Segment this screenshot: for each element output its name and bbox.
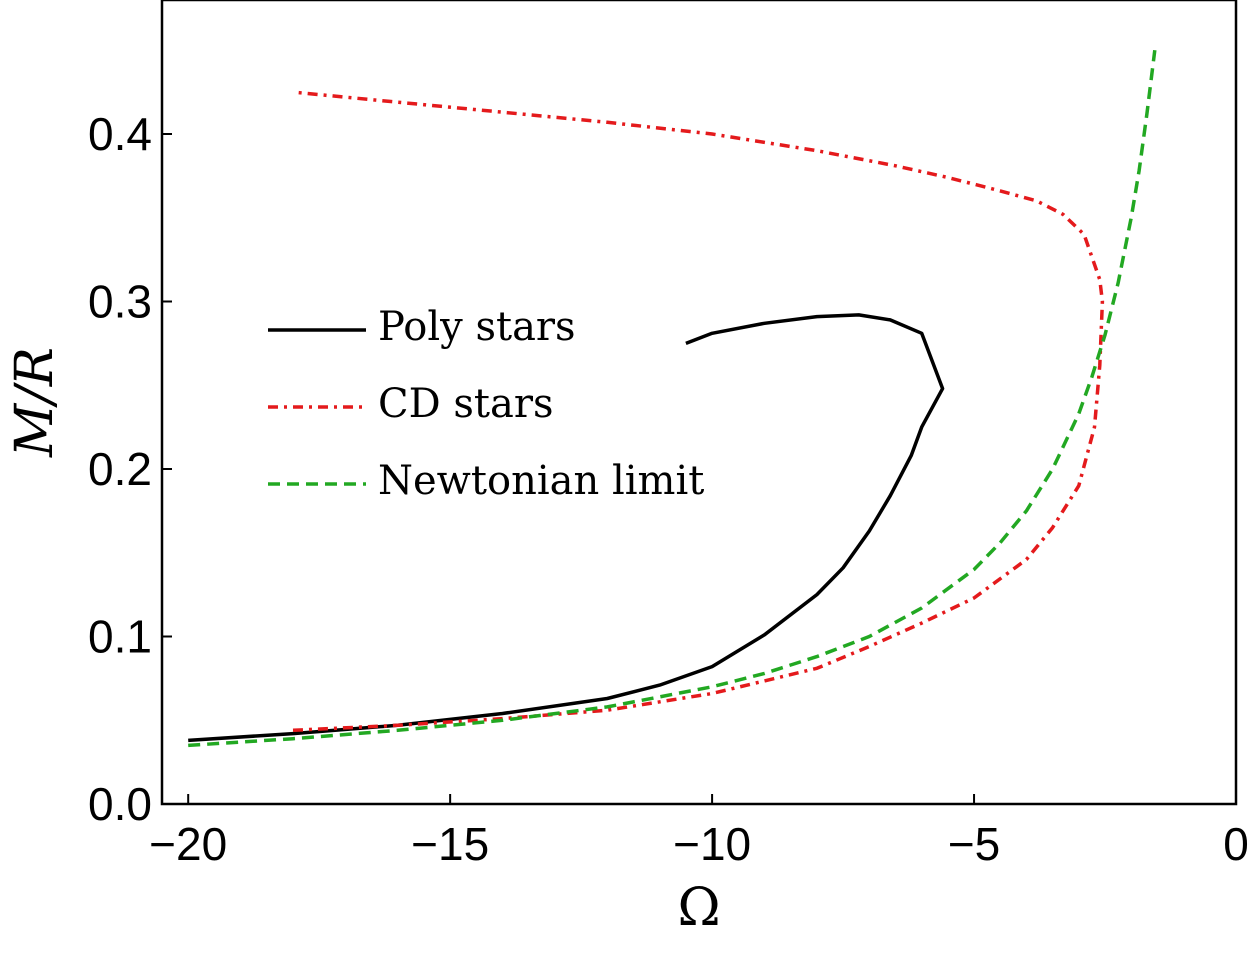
y-tick-label: 0.0 [88,778,152,830]
y-tick-label: 0.1 [88,611,152,663]
x-tick-label: 0 [1223,818,1249,870]
y-tick-label: 0.2 [88,443,152,495]
ticks: −20 −15 −10 −5 0 0.0 0.1 0.2 0.3 0.4 [88,108,1249,870]
x-tick-label: −15 [411,818,489,870]
series-line-poly-stars [188,313,945,743]
series-layer [188,49,1157,748]
series-line-newtonian-limit [188,49,1157,748]
legend: Poly stars CD stars Newtonian limit [268,304,704,504]
x-tick-label: −20 [149,818,227,870]
y-tick-label: 0.3 [88,276,152,328]
legend-label-newtonian: Newtonian limit [378,458,704,504]
plot-frame [160,0,1238,806]
y-axis-title: M/R [5,347,65,458]
y-tick-label: 0.4 [88,108,152,160]
x-tick-label: −10 [673,818,751,870]
legend-label-poly: Poly stars [378,304,576,350]
series-line-cd-stars [292,90,1105,733]
legend-label-cd: CD stars [378,381,554,427]
x-tick-label: −5 [948,818,1000,870]
x-axis-title: Ω [677,878,720,938]
